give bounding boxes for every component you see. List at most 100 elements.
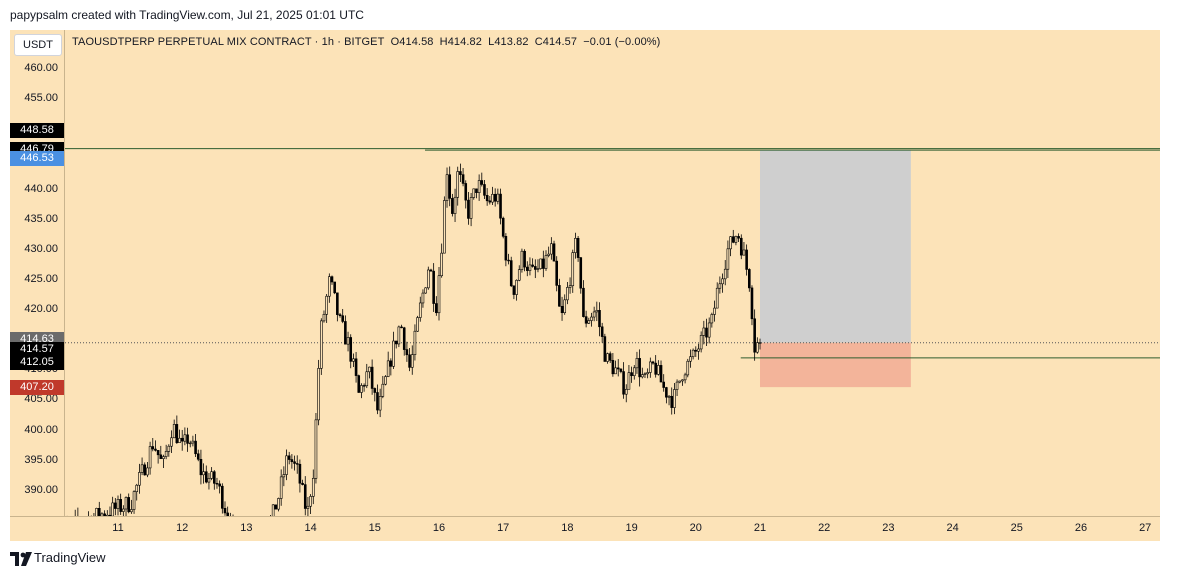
- candle-body: [694, 349, 698, 352]
- candle-body: [606, 353, 609, 362]
- candle-body: [742, 249, 746, 256]
- candle-body: [180, 437, 184, 442]
- candle-body: [298, 463, 302, 484]
- candle-body: [215, 483, 219, 485]
- candle-body: [154, 448, 157, 451]
- x-tick-label: 12: [176, 522, 189, 534]
- candle-body: [72, 520, 74, 523]
- candle-body: [170, 437, 173, 447]
- candle-body: [188, 442, 192, 445]
- chart-area[interactable]: [10, 30, 1160, 541]
- candle-body: [77, 516, 79, 522]
- x-tick-label: 19: [625, 522, 638, 534]
- candle-body: [737, 236, 740, 239]
- candle-body: [459, 171, 462, 175]
- candle-body: [148, 446, 152, 469]
- candle-body: [550, 243, 553, 255]
- candle-body: [55, 537, 57, 542]
- candle-body: [295, 463, 299, 465]
- candle-body: [515, 279, 518, 295]
- candle-body: [245, 543, 247, 550]
- candle-body: [595, 310, 599, 313]
- candle-body: [592, 311, 596, 318]
- stop-zone: [760, 342, 911, 388]
- candle-body: [402, 327, 406, 350]
- candle-body: [287, 455, 291, 460]
- candle-body: [328, 276, 331, 297]
- candle-body: [408, 354, 411, 368]
- candle-body: [360, 385, 363, 393]
- candle-body: [88, 518, 90, 522]
- x-tick-label: 24: [946, 522, 959, 534]
- candle-body: [119, 499, 122, 512]
- candle-body: [654, 362, 657, 375]
- candle-body: [638, 358, 641, 378]
- candle-body: [426, 269, 430, 289]
- symbol-legend: TAOUSDTPERP PERPETUAL MIX CONTRACT · 1h …: [72, 36, 663, 48]
- candle-body: [146, 467, 149, 476]
- currency-button[interactable]: USDT: [14, 34, 62, 56]
- y-tick-label: 460.00: [24, 62, 58, 74]
- candle-body: [349, 337, 353, 362]
- candle-body: [579, 257, 583, 289]
- candle-body: [691, 349, 695, 358]
- candle-body: [237, 526, 239, 535]
- candle-body: [138, 472, 141, 486]
- candle-body: [210, 471, 213, 479]
- candle-body: [485, 195, 489, 202]
- candle-body: [322, 313, 326, 322]
- candle-body: [368, 366, 371, 373]
- candle-body: [303, 484, 307, 509]
- candle-body: [175, 424, 179, 443]
- candle-body: [269, 520, 271, 538]
- y-tick-label: 405.00: [24, 393, 58, 406]
- candle-body: [630, 372, 633, 376]
- symbol-title[interactable]: TAOUSDTPERP PERPETUAL MIX CONTRACT · 1h …: [72, 36, 385, 48]
- candle-body: [114, 502, 117, 509]
- candle-body: [675, 381, 679, 390]
- candle-body: [576, 237, 580, 258]
- candle-body: [501, 217, 505, 237]
- candle-body: [207, 478, 211, 483]
- candle-body: [293, 461, 296, 464]
- candle-body: [531, 264, 534, 267]
- candle-body: [491, 193, 494, 203]
- candle-body: [336, 292, 339, 315]
- candle-body: [520, 250, 524, 270]
- candle-body: [248, 543, 250, 551]
- candle-body: [681, 379, 684, 382]
- price-tag-upper: 448.58: [10, 122, 64, 138]
- candle-body: [127, 497, 130, 513]
- candle-body: [277, 498, 280, 510]
- candle-body: [734, 236, 738, 243]
- candle-body: [306, 505, 310, 509]
- candle-body: [376, 392, 379, 411]
- candle-body: [111, 502, 114, 516]
- candle-body: [582, 287, 585, 317]
- y-tick-label: 455.00: [24, 92, 58, 105]
- candle-body: [552, 243, 556, 262]
- candle-body: [574, 237, 577, 253]
- candle-body: [659, 365, 663, 383]
- candle-body: [715, 287, 719, 309]
- candle-body: [718, 283, 722, 289]
- price-tag-stop: 407.20: [10, 380, 64, 396]
- candle-body: [243, 549, 245, 550]
- x-tick-label: 16: [432, 522, 446, 534]
- candle-body: [325, 295, 328, 315]
- candle-body: [172, 424, 176, 439]
- candle-body: [665, 387, 668, 398]
- x-tick-label: 20: [689, 522, 702, 534]
- candle-body: [440, 252, 443, 277]
- candle-body: [547, 253, 550, 256]
- candle-body: [611, 360, 615, 375]
- candle-body: [354, 358, 358, 376]
- candle-body: [199, 458, 203, 476]
- x-tick-label: 15: [368, 522, 381, 534]
- candle-body: [140, 464, 144, 473]
- candle-body: [229, 520, 231, 531]
- candle-body: [53, 533, 55, 543]
- candle-body: [707, 322, 711, 338]
- candle-body: [657, 365, 660, 375]
- candle-body: [424, 287, 427, 294]
